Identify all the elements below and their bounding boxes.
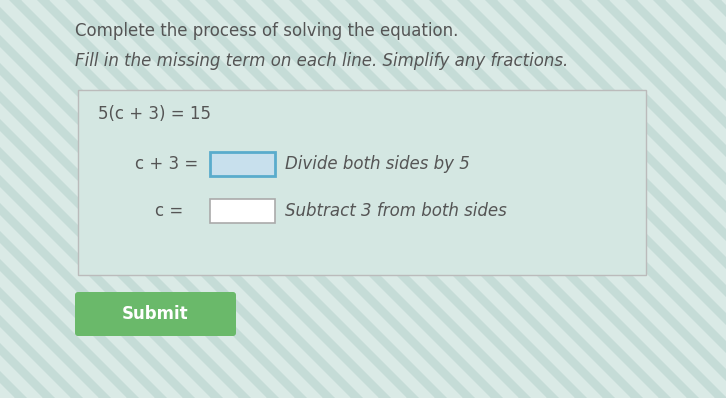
Polygon shape bbox=[554, 0, 726, 398]
Polygon shape bbox=[498, 0, 726, 398]
Polygon shape bbox=[414, 0, 726, 398]
Text: 5(c + 3) = 15: 5(c + 3) = 15 bbox=[98, 105, 211, 123]
Text: Divide both sides by 5: Divide both sides by 5 bbox=[285, 155, 470, 173]
Polygon shape bbox=[330, 0, 726, 398]
Polygon shape bbox=[0, 0, 322, 398]
Text: Submit: Submit bbox=[122, 305, 189, 323]
Polygon shape bbox=[0, 0, 294, 398]
Polygon shape bbox=[106, 0, 518, 398]
Polygon shape bbox=[694, 0, 726, 398]
Polygon shape bbox=[50, 0, 462, 398]
Polygon shape bbox=[274, 0, 686, 398]
Polygon shape bbox=[470, 0, 726, 398]
Polygon shape bbox=[0, 0, 70, 398]
Text: c =: c = bbox=[155, 202, 183, 220]
Polygon shape bbox=[582, 0, 726, 398]
Polygon shape bbox=[218, 0, 630, 398]
Polygon shape bbox=[358, 0, 726, 398]
Polygon shape bbox=[0, 0, 210, 398]
Text: Subtract 3 from both sides: Subtract 3 from both sides bbox=[285, 202, 507, 220]
Bar bbox=[210, 199, 275, 223]
Polygon shape bbox=[386, 0, 726, 398]
Polygon shape bbox=[610, 0, 726, 398]
Polygon shape bbox=[0, 0, 406, 398]
Polygon shape bbox=[0, 0, 182, 398]
Polygon shape bbox=[0, 0, 238, 398]
FancyBboxPatch shape bbox=[75, 292, 236, 336]
Polygon shape bbox=[638, 0, 726, 398]
Polygon shape bbox=[134, 0, 546, 398]
Polygon shape bbox=[526, 0, 726, 398]
Polygon shape bbox=[0, 0, 98, 398]
Polygon shape bbox=[722, 0, 726, 398]
Text: c + 3 =: c + 3 = bbox=[135, 155, 198, 173]
Polygon shape bbox=[0, 0, 126, 398]
Polygon shape bbox=[302, 0, 714, 398]
Polygon shape bbox=[0, 0, 154, 398]
Polygon shape bbox=[190, 0, 602, 398]
Bar bbox=[78, 90, 646, 275]
Polygon shape bbox=[0, 0, 266, 398]
Polygon shape bbox=[0, 0, 42, 398]
Polygon shape bbox=[666, 0, 726, 398]
Polygon shape bbox=[162, 0, 574, 398]
Polygon shape bbox=[22, 0, 434, 398]
Polygon shape bbox=[0, 0, 350, 398]
Polygon shape bbox=[442, 0, 726, 398]
Text: Complete the process of solving the equation.: Complete the process of solving the equa… bbox=[75, 22, 458, 40]
Bar bbox=[210, 152, 275, 176]
Polygon shape bbox=[246, 0, 658, 398]
Polygon shape bbox=[0, 0, 14, 398]
Text: Fill in the missing term on each line. Simplify any fractions.: Fill in the missing term on each line. S… bbox=[75, 52, 568, 70]
Polygon shape bbox=[0, 0, 378, 398]
Polygon shape bbox=[78, 0, 490, 398]
